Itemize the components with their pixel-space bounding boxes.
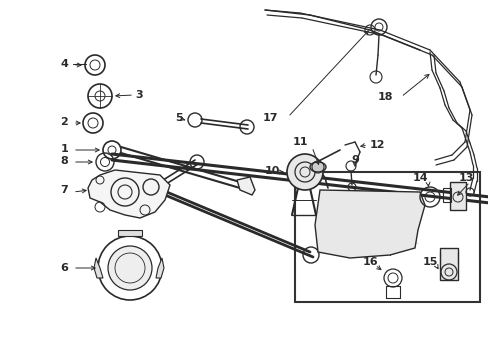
Text: 15: 15 bbox=[422, 257, 437, 267]
Circle shape bbox=[286, 154, 323, 190]
Text: 14: 14 bbox=[411, 173, 427, 183]
Polygon shape bbox=[237, 177, 254, 195]
Text: 10: 10 bbox=[264, 166, 280, 176]
Text: 1: 1 bbox=[60, 144, 68, 154]
Circle shape bbox=[108, 246, 152, 290]
Polygon shape bbox=[118, 230, 142, 236]
Text: 13: 13 bbox=[458, 173, 473, 183]
Text: 16: 16 bbox=[362, 257, 377, 267]
Bar bbox=[442, 188, 450, 202]
Polygon shape bbox=[156, 258, 163, 278]
Text: 4: 4 bbox=[60, 59, 68, 69]
Ellipse shape bbox=[309, 162, 325, 172]
Polygon shape bbox=[94, 258, 103, 278]
Text: 17: 17 bbox=[262, 113, 278, 123]
Bar bbox=[294, 172, 479, 302]
Text: 9: 9 bbox=[350, 155, 358, 165]
Text: 8: 8 bbox=[60, 156, 68, 166]
Text: 7: 7 bbox=[60, 185, 68, 195]
Text: 18: 18 bbox=[377, 92, 392, 102]
Polygon shape bbox=[88, 170, 170, 218]
Text: 3: 3 bbox=[135, 90, 142, 100]
Text: 12: 12 bbox=[369, 140, 385, 150]
Text: 11: 11 bbox=[292, 137, 307, 147]
Text: 2: 2 bbox=[60, 117, 68, 127]
Bar bbox=[449, 182, 465, 210]
Bar bbox=[439, 248, 457, 280]
Polygon shape bbox=[314, 190, 424, 258]
Text: 6: 6 bbox=[60, 263, 68, 273]
Text: 5: 5 bbox=[175, 113, 183, 123]
